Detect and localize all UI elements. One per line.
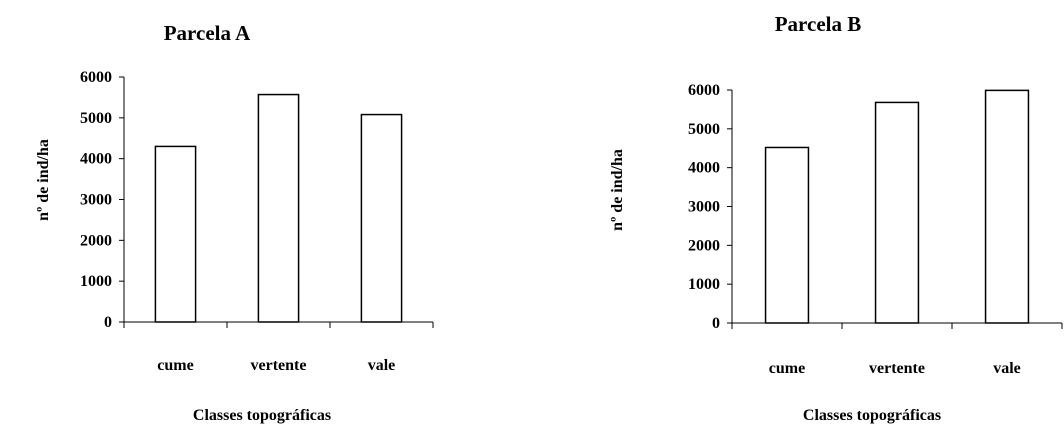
- chart-a-bar-vale: [360, 113, 403, 323]
- chart-b-y-axis-label: nº de ind/ha: [609, 149, 626, 231]
- chart-a-category-label: vertente: [251, 357, 307, 374]
- chart-b-y-tick-label: 4000: [688, 160, 720, 177]
- chart-b-y-tick-label: 3000: [688, 199, 720, 216]
- chart-a-y-tick-label: 6000: [80, 69, 112, 86]
- chart-a-y-tick-label: 2000: [80, 232, 112, 249]
- chart-b-category-label: vale: [993, 360, 1021, 377]
- chart-a-y-tick-label: 1000: [80, 273, 112, 290]
- chart-parcela-b: Parcela B nº de ind/ha Classes topográfi…: [609, 12, 1063, 424]
- chart-a-title: Parcela A: [164, 21, 251, 45]
- chart-a-y-tick-label: 4000: [80, 151, 112, 168]
- chart-b-y-tick-label: 6000: [688, 82, 720, 99]
- chart-b-plot-area: 0 1000 2000 3000 4000 5000 6000 cume vertente val…: [688, 82, 1063, 377]
- chart-a-bar-vertente: [257, 93, 300, 323]
- chart-b-y-tick-label: 2000: [688, 237, 720, 254]
- chart-b-category-label: cume: [769, 360, 805, 377]
- chart-b-y-tick-label: 1000: [688, 276, 720, 293]
- chart-b-title: Parcela B: [775, 12, 862, 36]
- chart-a-y-tick-label: 0: [104, 314, 112, 331]
- chart-a-plot-area: 0 1000 2000 3000 4000 5000 6000 cume vertente val…: [80, 69, 434, 374]
- chart-a-x-axis-label: Classes topográficas: [193, 407, 331, 424]
- chart-a-category-label: cume: [157, 357, 193, 374]
- chart-b-y-tick-label: 5000: [688, 121, 720, 138]
- chart-parcela-a: Parcela A nº de ind/ha Classes topográfi…: [35, 21, 434, 424]
- chart-a-category-label: vale: [368, 357, 396, 374]
- chart-b-category-label: vertente: [869, 360, 925, 377]
- chart-b-bar-vale: [984, 89, 1030, 324]
- chart-a-bar-cume: [154, 145, 197, 323]
- chart-b-bar-vertente: [874, 101, 920, 324]
- chart-a-y-tick-label: 3000: [80, 192, 112, 209]
- chart-a-y-axis-label: nº de ind/ha: [35, 139, 52, 221]
- chart-b-y-tick-label: 0: [712, 315, 720, 332]
- chart-b-bar-cume: [764, 146, 810, 324]
- chart-a-y-tick-label: 5000: [80, 110, 112, 127]
- chart-b-x-axis-label: Classes topográficas: [803, 407, 941, 424]
